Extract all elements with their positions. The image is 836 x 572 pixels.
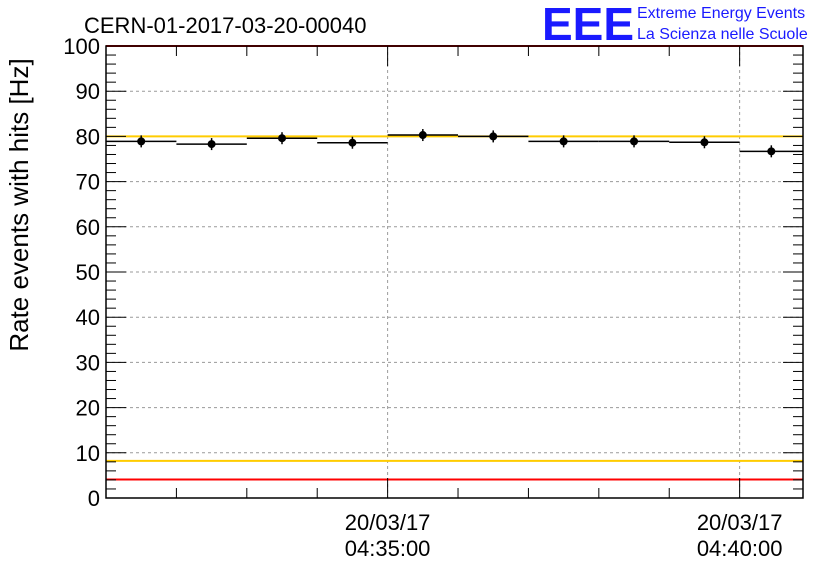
x-tick-label-time: 04:35:00 <box>345 536 431 561</box>
data-point <box>137 137 146 146</box>
data-point <box>278 134 287 143</box>
y-tick-label: 10 <box>76 441 100 466</box>
x-tick-label-time: 04:40:00 <box>697 536 783 561</box>
eee-logo: EEE Extreme Energy Events La Scienza nel… <box>542 0 808 50</box>
axis-ticks <box>105 45 803 499</box>
data-point <box>700 138 709 147</box>
y-tick-label: 90 <box>76 79 100 104</box>
eee-logo-line2: La Scienza nelle Scuole <box>637 26 808 43</box>
data-point <box>207 140 216 149</box>
eee-logo-mark: EEE <box>542 0 634 50</box>
y-axis-label: Rate events with hits [Hz] <box>4 58 34 351</box>
data-point <box>489 132 498 141</box>
chart-title: CERN-01-2017-03-20-00040 <box>84 13 367 38</box>
x-tick-label-date: 20/03/17 <box>697 510 783 535</box>
y-tick-label: 20 <box>76 396 100 421</box>
y-tick-label: 100 <box>63 34 100 59</box>
y-tick-label: 80 <box>76 124 100 149</box>
y-tick-label: 0 <box>88 486 100 511</box>
y-tick-label: 30 <box>76 350 100 375</box>
data-point <box>348 138 357 147</box>
y-tick-label: 50 <box>76 260 100 285</box>
y-tick-labels: 0 10 20 30 40 50 60 70 80 90 100 <box>63 34 100 511</box>
y-tick-label: 70 <box>76 170 100 195</box>
data-point <box>418 131 427 140</box>
y-tick-label: 60 <box>76 215 100 240</box>
data-point <box>767 147 776 156</box>
reference-lines <box>106 45 803 481</box>
grid-lines <box>106 46 803 498</box>
eee-logo-line1: Extreme Energy Events <box>637 5 805 22</box>
data-point <box>630 137 639 146</box>
data-points <box>106 129 803 158</box>
x-tick-label-date: 20/03/17 <box>345 510 431 535</box>
y-tick-label: 40 <box>76 305 100 330</box>
data-point <box>559 137 568 146</box>
